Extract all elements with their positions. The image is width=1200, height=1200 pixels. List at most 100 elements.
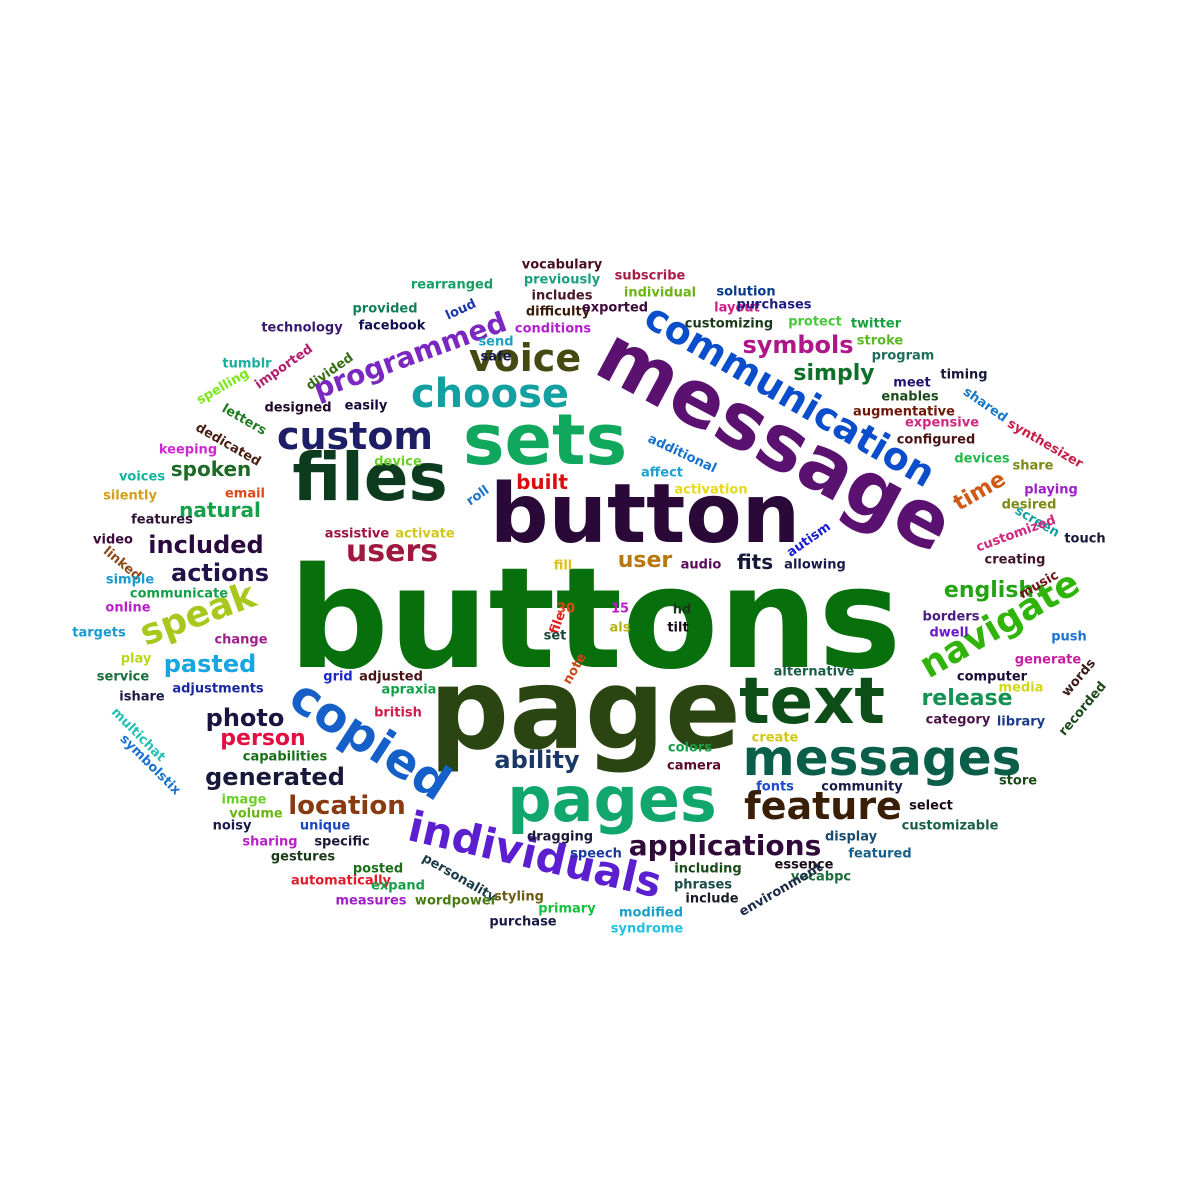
word-als: als <box>609 620 631 636</box>
word-tumblr: tumblr <box>222 356 272 372</box>
word-expensive: expensive <box>904 415 980 431</box>
word-actions: actions <box>171 559 269 587</box>
word-create: create <box>751 730 799 746</box>
word-dwell: dwell <box>929 625 969 641</box>
word-page: page <box>429 645 741 775</box>
word-wordpower: wordpower <box>414 893 498 909</box>
word-including: including <box>674 861 742 877</box>
word-messages: messages <box>742 729 1022 787</box>
word-ishare: ishare <box>119 689 165 705</box>
word-include: include <box>685 891 739 907</box>
word-meet: meet <box>893 375 931 391</box>
word-natural: natural <box>179 498 261 522</box>
word-speech: speech <box>570 846 622 862</box>
word-targets: targets <box>72 625 126 641</box>
word-audio: audio <box>680 557 722 573</box>
word-push: push <box>1051 629 1087 645</box>
word-select: select <box>909 798 953 814</box>
word-fits: fits <box>736 550 774 574</box>
word-features: features <box>131 512 193 528</box>
word-share: share <box>1012 458 1054 474</box>
word-buttons: buttons <box>288 538 902 701</box>
word-rearranged: rearranged <box>410 277 494 293</box>
word-spelling: spelling <box>194 366 252 408</box>
word-applications: applications <box>628 829 822 862</box>
word-15: 15 <box>610 601 630 617</box>
word-30: 30 <box>556 601 576 617</box>
word-computer: computer <box>956 669 1028 685</box>
word-customizing: customizing <box>684 316 774 332</box>
word-spoken: spoken <box>170 457 252 481</box>
word-purchases: purchases <box>736 297 812 313</box>
word-device: device <box>374 454 422 470</box>
word-voices: voices <box>118 469 166 485</box>
word-users: users <box>345 534 439 569</box>
word-ability: ability <box>494 746 580 774</box>
word-photo: photo <box>205 704 285 732</box>
word-technology: technology <box>261 320 343 336</box>
word-vocabpc: vocabpc <box>790 869 852 885</box>
word-featured: featured <box>848 846 912 862</box>
word-person: person <box>220 726 306 751</box>
word-generated: generated <box>205 763 345 791</box>
word-creating: creating <box>984 552 1046 568</box>
word-set: set <box>543 628 567 644</box>
word-apraxia: apraxia <box>381 682 437 698</box>
word-voice: voice <box>468 336 582 380</box>
word-video: video <box>93 532 133 548</box>
word-keeping: keeping <box>158 442 218 458</box>
word-store: store <box>998 773 1038 789</box>
word-hd: hd <box>672 602 692 618</box>
word-provided: provided <box>352 301 418 317</box>
word-change: change <box>214 632 268 648</box>
word-fonts: fonts <box>756 779 794 795</box>
word-letters: letters <box>219 401 269 439</box>
word-online: online <box>105 600 151 616</box>
word-simple: simple <box>105 572 155 588</box>
word-media: media <box>998 680 1044 696</box>
word-button: button <box>489 467 801 562</box>
word-modified: modified <box>619 905 683 921</box>
word-dragging: dragging <box>526 829 594 845</box>
word-subscribe: subscribe <box>614 268 686 284</box>
word-facebook: facebook <box>358 318 426 334</box>
word-user: user <box>617 548 673 573</box>
word-display: display <box>824 829 878 845</box>
word-library: library <box>996 714 1046 730</box>
word-english: english <box>943 578 1035 603</box>
word-playing: playing <box>1024 482 1078 498</box>
word-service: service <box>96 669 150 685</box>
word-text: text <box>739 665 885 739</box>
word-community: community <box>821 779 903 795</box>
word-files: files <box>292 439 448 516</box>
word-send: send <box>478 334 514 350</box>
word-individual: individual <box>623 285 697 301</box>
word-includes: includes <box>531 288 593 304</box>
word-camera: camera <box>666 758 722 774</box>
word-affect: affect <box>640 465 684 481</box>
word-difficulty: difficulty <box>525 304 591 320</box>
word-adjustments: adjustments <box>172 681 264 697</box>
word-allowing: allowing <box>784 557 846 573</box>
word-previously: previously <box>523 272 601 288</box>
word-image: image <box>221 792 267 808</box>
word-choose: choose <box>410 371 570 417</box>
word-communicate: communicate <box>129 586 229 602</box>
word-program: program <box>871 348 935 364</box>
word-adjusted: adjusted <box>359 669 423 685</box>
word-timing: timing <box>940 367 988 383</box>
word-styling: styling <box>494 889 544 905</box>
word-vocabulary: vocabulary <box>521 257 603 273</box>
word-volume: volume <box>229 806 283 822</box>
word-capabilities: capabilities <box>242 749 328 765</box>
word-activation: activation <box>674 482 748 498</box>
word-symbols: symbols <box>742 331 854 359</box>
word-augmentative: augmentative <box>853 404 955 420</box>
word-essence: essence <box>774 857 834 873</box>
word-tilt: tilt <box>667 620 689 636</box>
word-touch: touch <box>1064 531 1106 547</box>
word-exported: exported <box>581 300 649 316</box>
word-customizable: customizable <box>901 818 999 834</box>
word-custom: custom <box>276 414 434 458</box>
word-primary: primary <box>538 901 596 917</box>
